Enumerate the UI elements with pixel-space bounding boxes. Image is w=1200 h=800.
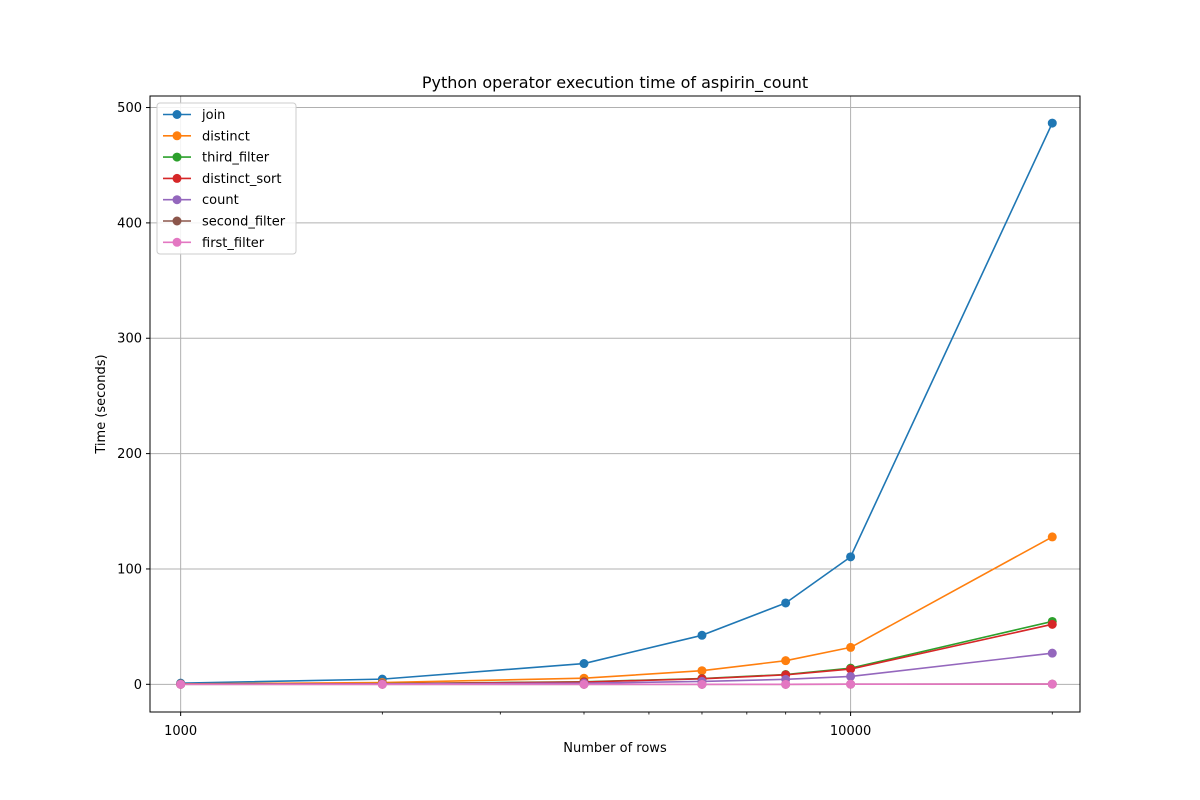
y-tick-label: 300	[117, 332, 142, 347]
legend-label: first_filter	[202, 236, 265, 251]
series-layer	[176, 118, 1057, 689]
x-tick-label: 10000	[830, 724, 871, 739]
data-point	[1047, 619, 1057, 629]
series-first_filter	[176, 679, 1057, 689]
data-point	[846, 642, 856, 652]
legend-marker	[172, 110, 182, 119]
data-point	[781, 679, 791, 689]
legend-item-second_filter: second_filter	[163, 215, 286, 230]
plot-frame	[149, 95, 1081, 713]
legend-item-distinct_sort: distinct_sort	[163, 172, 282, 187]
y-tick-label: 200	[117, 447, 142, 462]
data-point	[846, 679, 856, 689]
data-point	[697, 630, 707, 640]
legend-label: third_filter	[202, 151, 270, 166]
chart-title: Python operator execution time of aspiri…	[422, 73, 808, 93]
y-tick-label: 0	[134, 678, 142, 693]
y-tick-label: 100	[117, 562, 142, 577]
data-point	[1047, 118, 1057, 128]
legend-box	[156, 102, 297, 255]
legend-label: count	[202, 193, 239, 208]
legend-item-distinct: distinct	[163, 129, 250, 144]
legend-item-count: count	[163, 193, 239, 208]
data-point	[1047, 532, 1057, 542]
legend-label: distinct	[202, 129, 250, 144]
data-point	[377, 679, 387, 689]
legend-label: distinct_sort	[202, 172, 282, 187]
data-point	[1047, 648, 1057, 658]
legend-marker	[172, 173, 182, 183]
legend: join distinct third_filter distinct_sortcou…	[156, 102, 297, 255]
legend-label: join	[201, 108, 225, 123]
data-point	[846, 671, 856, 681]
legend-marker	[172, 195, 182, 205]
legend-marker	[172, 131, 182, 141]
data-point	[697, 666, 707, 676]
legend-item-join: join	[163, 108, 225, 123]
y-tick-label: 500	[117, 101, 142, 116]
data-point	[176, 679, 186, 689]
legend-marker	[172, 152, 182, 162]
legend-marker	[172, 237, 182, 247]
legend-label: second_filter	[202, 215, 286, 230]
data-point	[846, 664, 856, 674]
data-point	[781, 656, 791, 666]
y-tick-label: 400	[117, 216, 142, 231]
legend-items: join distinct third_filter distinct_sortcou…	[163, 108, 286, 251]
legend-marker	[172, 216, 182, 226]
x-axis-label: Number of rows	[563, 741, 667, 756]
plot-area: 0 100 200 300 400 500 1000 10000	[117, 95, 1081, 739]
data-point	[1047, 679, 1057, 689]
data-point	[846, 552, 856, 562]
data-point	[781, 598, 791, 608]
legend-item-third_filter: third_filter	[163, 151, 270, 166]
legend-item-first_filter: first_filter	[163, 236, 265, 251]
data-point	[579, 679, 589, 689]
x-tick-label: 1000	[164, 724, 197, 739]
axis-layer: 0 100 200 300 400 500 1000 10000	[117, 101, 871, 739]
data-point	[697, 679, 707, 689]
data-point	[579, 659, 589, 669]
y-axis-label: Time (seconds)	[94, 354, 109, 454]
